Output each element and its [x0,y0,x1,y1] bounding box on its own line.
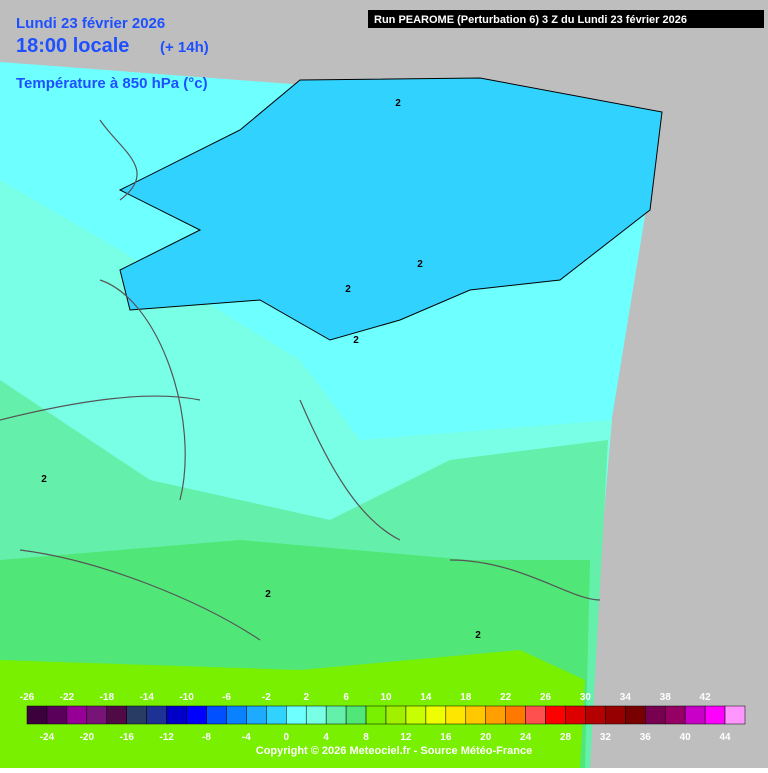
colorbar-cell [126,705,147,725]
time: 18:00 locale [16,35,129,57]
colorbar-label: -4 [242,732,251,743]
colorbar-label: 38 [660,692,672,703]
colorbar-label: 24 [520,732,532,743]
colorbar-label: -16 [119,732,134,743]
run: Run PEAROME (Perturbation 6) 3 Z du Lund… [374,14,687,26]
colorbar-label: 12 [400,732,412,743]
colorbar: -26-24-22-20-18-16-14-12-10-8-6-4-202468… [20,692,746,743]
colorbar-cell [186,705,207,725]
colorbar-cell [445,705,467,725]
colorbar-cell [565,705,586,725]
colorbar-label: 2 [303,692,309,703]
colorbar-label: -12 [159,732,174,743]
colorbar-cell [505,705,526,725]
colorbar-cell [26,705,48,725]
border [0,119,601,641]
colorbar-cell [525,705,546,725]
colorbar-label: -20 [80,732,95,743]
colorbar-label: -24 [40,732,55,743]
colorbar-label: 44 [719,732,731,743]
colorbar-cell [325,705,347,725]
colorbar-label: 18 [460,692,472,703]
colorbar-label: -10 [179,692,194,703]
colorbar-cell [425,705,447,725]
colorbar-cell [86,705,108,725]
colorbar-cell [545,705,566,725]
colorbar-label: 6 [343,692,349,703]
colorbar-cell [724,705,746,725]
contour-label: 2 [345,284,351,295]
colorbar-label: 26 [540,692,552,703]
cold-area [118,77,663,341]
colorbar-cell [166,705,187,725]
colorbar-cell [206,705,227,725]
colorbar-label: 42 [700,692,712,703]
contour-label: 2 [395,98,401,109]
colorbar-cell [625,705,646,725]
colorbar-label: -8 [202,732,211,743]
run-box [368,10,764,28]
colorbar-label: 22 [500,692,512,703]
colorbar-cell [266,705,287,725]
colorbar-cell [485,705,506,725]
colorbar-label: -22 [60,692,75,703]
colorbar-cell [305,705,327,725]
colorbar-label: 20 [480,732,492,743]
colorbar-cell [66,705,88,725]
colorbar-cell [684,705,706,725]
colorbar-label: -2 [262,692,271,703]
colorbar-label: 16 [440,732,452,743]
colorbar-label: -26 [20,692,35,703]
colorbar-label: 4 [323,732,329,743]
contour-label: 2 [417,259,423,270]
colorbar-label: 34 [620,692,632,703]
colorbar-label: 30 [580,692,592,703]
colorbar-cell [146,705,167,725]
colorbar-label: 40 [680,732,692,743]
colorbar-cell [46,705,68,725]
colorbar-cell [106,705,127,725]
colorbar-cell [365,705,387,725]
colorbar-label: -6 [222,692,231,703]
contour-label: 2 [353,335,359,346]
colorbar-cell [585,705,606,725]
colorbar-label: 8 [363,732,369,743]
contour-label: 2 [265,589,271,600]
colorbar-cell [345,705,367,725]
colorbar-cell [704,705,726,725]
field: Température à 850 hPa (°c) [16,75,208,92]
colorbar-label: 32 [600,732,612,743]
colorbar-cell [645,705,666,725]
date: Lundi 23 février 2026 [16,15,165,32]
colorbar-label: 0 [283,732,289,743]
copyright: Copyright © 2026 Meteociel.fr - Source M… [256,745,532,757]
colorbar-cell [465,705,486,725]
lead: (+ 14h) [160,39,209,56]
colorbar-cell [286,705,307,725]
colorbar-cell [385,705,407,725]
colorbar-cell [605,705,626,725]
colorbar-label: -18 [100,692,115,703]
colorbar-label: 14 [420,692,432,703]
colorbar-label: 10 [380,692,392,703]
contour-label: 2 [41,474,47,485]
colorbar-cell [405,705,427,725]
colorbar-label: 28 [560,732,572,743]
colorbar-cell [226,705,247,725]
colorbar-label: -14 [139,692,154,703]
colorbar-cell [246,705,267,725]
colorbar-cell [664,705,686,725]
contour-label: 2 [475,630,481,641]
colorbar-label: 36 [640,732,652,743]
